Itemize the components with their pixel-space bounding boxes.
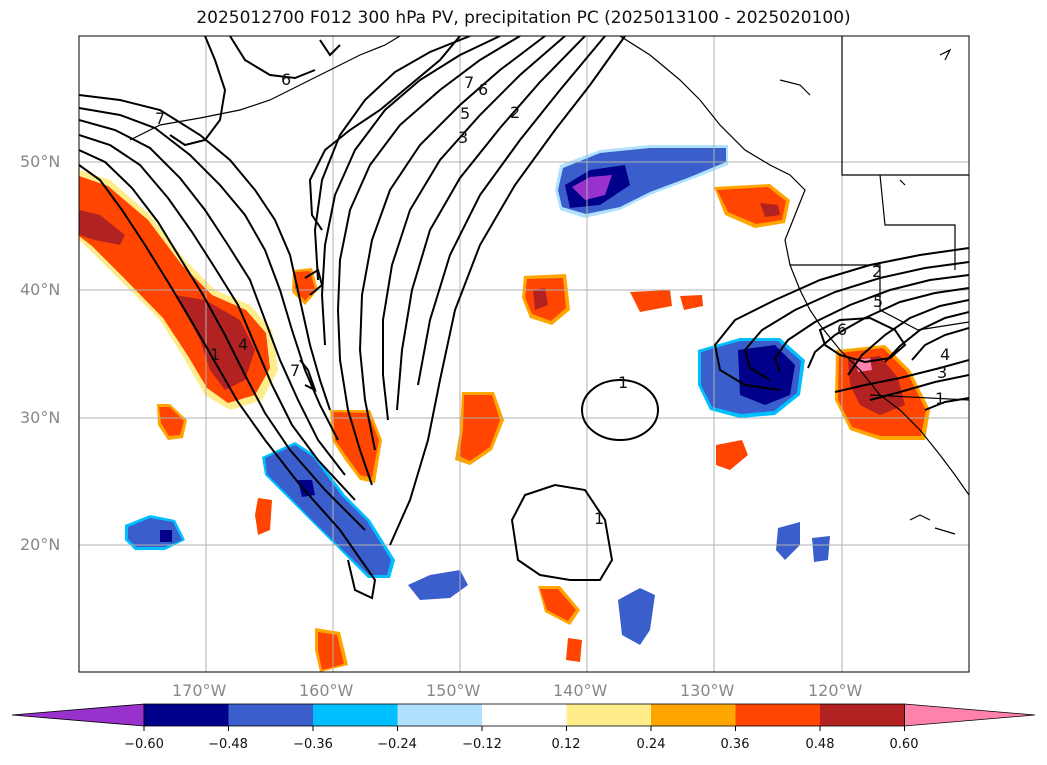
lat-label: 30°N	[20, 408, 61, 427]
lat-label: 40°N	[20, 280, 61, 299]
precip-band-west-max	[79, 210, 125, 245]
contour-label: 6	[478, 80, 488, 99]
pv-contours	[79, 36, 969, 600]
map-frame	[78, 35, 970, 673]
contour-label: 2	[510, 103, 520, 122]
contour-label: 1	[935, 389, 945, 408]
contour-label: 3	[458, 128, 468, 147]
contour-label: 1	[594, 509, 604, 528]
lon-label: 120°W	[808, 681, 863, 700]
lat-label: 20°N	[20, 535, 61, 554]
lon-label: 130°W	[680, 681, 735, 700]
contour-label: 2	[872, 262, 882, 281]
colorbar-tick-label: 0.12	[551, 737, 581, 752]
contour-label: 3	[937, 363, 947, 382]
contour-label: 1	[210, 345, 220, 364]
pv-contour-labels: 6 7 7 6 5 3 2 1 4 7 2 5 6 4 3 1 1 1	[155, 70, 950, 528]
colorbar	[11, 703, 1036, 731]
colorbar-tick-label: −0.48	[208, 737, 248, 752]
colorbar-tick-label: −0.60	[124, 737, 164, 752]
contour-label: 7	[464, 73, 474, 92]
contour-label: 5	[460, 104, 470, 123]
contour-label: 5	[873, 292, 883, 311]
contour-label: 7	[155, 109, 165, 128]
graticule	[79, 36, 969, 672]
colorbar-extend-high	[904, 703, 1036, 727]
lon-label: 160°W	[299, 681, 354, 700]
colorbar-tick-label: 0.36	[720, 737, 750, 752]
contour-label: 4	[940, 345, 950, 364]
colorbar-extend-low	[11, 703, 145, 727]
colorbar-tick-label: 0.48	[805, 737, 835, 752]
contour-label: 1	[618, 373, 628, 392]
lon-label: 150°W	[426, 681, 481, 700]
map-title: 2025012700 F012 300 hPa PV, precipitatio…	[196, 8, 851, 28]
precip-band-west-max-2	[175, 295, 255, 390]
colorbar-tick-label: 0.24	[636, 737, 666, 752]
lon-label: 170°W	[172, 681, 227, 700]
colorbar-tick-label: −0.36	[293, 737, 333, 752]
contour-label: 6	[281, 70, 291, 89]
contour-label: 6	[837, 320, 847, 339]
lat-label: 50°N	[20, 152, 61, 171]
colorbar-tick-label: −0.12	[462, 737, 502, 752]
lon-label: 140°W	[553, 681, 608, 700]
map-area: 6 7 7 6 5 3 2 1 4 7 2 5 6 4 3 1 1 1	[79, 36, 969, 672]
colorbar-tick-label: 0.60	[889, 737, 919, 752]
contour-label: 7	[290, 361, 300, 380]
colorbar-tick-label: −0.24	[377, 737, 417, 752]
contour-label: 4	[238, 335, 248, 354]
